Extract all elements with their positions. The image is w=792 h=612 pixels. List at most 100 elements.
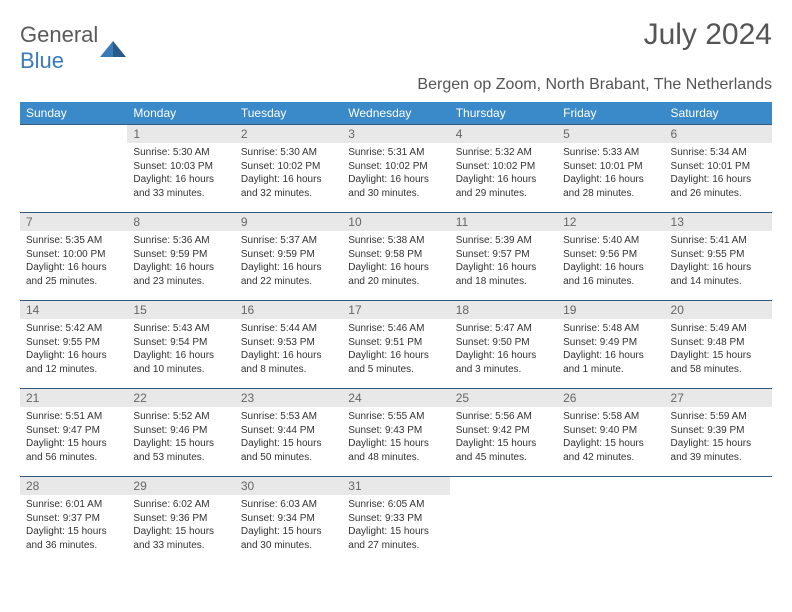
day-number: 22 [127, 389, 234, 407]
weekday-header: Thursday [450, 102, 557, 125]
day-details: Sunrise: 5:58 AMSunset: 9:40 PMDaylight:… [557, 407, 664, 468]
day-number: 3 [342, 125, 449, 143]
calendar-cell: 18Sunrise: 5:47 AMSunset: 9:50 PMDayligh… [450, 301, 557, 389]
day-number: 8 [127, 213, 234, 231]
calendar-cell: .. [450, 477, 557, 565]
day-number: 24 [342, 389, 449, 407]
calendar-cell: 20Sunrise: 5:49 AMSunset: 9:48 PMDayligh… [665, 301, 772, 389]
calendar-cell: 24Sunrise: 5:55 AMSunset: 9:43 PMDayligh… [342, 389, 449, 477]
day-details: Sunrise: 5:38 AMSunset: 9:58 PMDaylight:… [342, 231, 449, 292]
page-title: July 2024 [644, 18, 772, 52]
calendar-cell: 7Sunrise: 5:35 AMSunset: 10:00 PMDayligh… [20, 213, 127, 301]
day-number: 18 [450, 301, 557, 319]
day-details: Sunrise: 5:32 AMSunset: 10:02 PMDaylight… [450, 143, 557, 204]
day-number: 7 [20, 213, 127, 231]
day-details: Sunrise: 5:30 AMSunset: 10:02 PMDaylight… [235, 143, 342, 204]
day-number: 16 [235, 301, 342, 319]
day-details: Sunrise: 5:44 AMSunset: 9:53 PMDaylight:… [235, 319, 342, 380]
day-number: 19 [557, 301, 664, 319]
weekday-header: Tuesday [235, 102, 342, 125]
day-details: Sunrise: 5:46 AMSunset: 9:51 PMDaylight:… [342, 319, 449, 380]
day-number: 6 [665, 125, 772, 143]
weekday-header: Wednesday [342, 102, 449, 125]
day-details: Sunrise: 5:55 AMSunset: 9:43 PMDaylight:… [342, 407, 449, 468]
calendar-cell: .. [557, 477, 664, 565]
day-details: Sunrise: 5:49 AMSunset: 9:48 PMDaylight:… [665, 319, 772, 380]
calendar-cell: 31Sunrise: 6:05 AMSunset: 9:33 PMDayligh… [342, 477, 449, 565]
day-number: 9 [235, 213, 342, 231]
location-text: Bergen op Zoom, North Brabant, The Nethe… [20, 76, 772, 94]
day-details: Sunrise: 5:37 AMSunset: 9:59 PMDaylight:… [235, 231, 342, 292]
calendar-cell: 14Sunrise: 5:42 AMSunset: 9:55 PMDayligh… [20, 301, 127, 389]
day-details: Sunrise: 5:33 AMSunset: 10:01 PMDaylight… [557, 143, 664, 204]
day-details: Sunrise: 5:52 AMSunset: 9:46 PMDaylight:… [127, 407, 234, 468]
day-number: 14 [20, 301, 127, 319]
day-number: 10 [342, 213, 449, 231]
calendar-cell: 3Sunrise: 5:31 AMSunset: 10:02 PMDayligh… [342, 125, 449, 213]
day-details: Sunrise: 5:34 AMSunset: 10:01 PMDaylight… [665, 143, 772, 204]
calendar-cell: .. [665, 477, 772, 565]
weekday-header: Friday [557, 102, 664, 125]
calendar-cell: 5Sunrise: 5:33 AMSunset: 10:01 PMDayligh… [557, 125, 664, 213]
day-details: Sunrise: 5:30 AMSunset: 10:03 PMDaylight… [127, 143, 234, 204]
calendar-cell: 6Sunrise: 5:34 AMSunset: 10:01 PMDayligh… [665, 125, 772, 213]
calendar-cell: 30Sunrise: 6:03 AMSunset: 9:34 PMDayligh… [235, 477, 342, 565]
day-number: 13 [665, 213, 772, 231]
day-number: 30 [235, 477, 342, 495]
weekday-header: Saturday [665, 102, 772, 125]
calendar-cell: 17Sunrise: 5:46 AMSunset: 9:51 PMDayligh… [342, 301, 449, 389]
day-number: 5 [557, 125, 664, 143]
day-details: Sunrise: 5:35 AMSunset: 10:00 PMDaylight… [20, 231, 127, 292]
day-number: 12 [557, 213, 664, 231]
logo: General Blue [20, 18, 126, 74]
calendar-cell: 19Sunrise: 5:48 AMSunset: 9:49 PMDayligh… [557, 301, 664, 389]
day-details: Sunrise: 5:41 AMSunset: 9:55 PMDaylight:… [665, 231, 772, 292]
day-details: Sunrise: 6:05 AMSunset: 9:33 PMDaylight:… [342, 495, 449, 556]
day-number: 15 [127, 301, 234, 319]
calendar-cell: 9Sunrise: 5:37 AMSunset: 9:59 PMDaylight… [235, 213, 342, 301]
calendar-cell: 8Sunrise: 5:36 AMSunset: 9:59 PMDaylight… [127, 213, 234, 301]
day-details: Sunrise: 5:56 AMSunset: 9:42 PMDaylight:… [450, 407, 557, 468]
day-details: Sunrise: 5:59 AMSunset: 9:39 PMDaylight:… [665, 407, 772, 468]
weekday-header: Monday [127, 102, 234, 125]
calendar-cell: 26Sunrise: 5:58 AMSunset: 9:40 PMDayligh… [557, 389, 664, 477]
day-details: Sunrise: 5:53 AMSunset: 9:44 PMDaylight:… [235, 407, 342, 468]
calendar-cell: 27Sunrise: 5:59 AMSunset: 9:39 PMDayligh… [665, 389, 772, 477]
calendar-cell: 4Sunrise: 5:32 AMSunset: 10:02 PMDayligh… [450, 125, 557, 213]
day-number: 28 [20, 477, 127, 495]
day-details: Sunrise: 6:02 AMSunset: 9:36 PMDaylight:… [127, 495, 234, 556]
day-details: Sunrise: 5:42 AMSunset: 9:55 PMDaylight:… [20, 319, 127, 380]
calendar-cell: 1Sunrise: 5:30 AMSunset: 10:03 PMDayligh… [127, 125, 234, 213]
day-details: Sunrise: 5:48 AMSunset: 9:49 PMDaylight:… [557, 319, 664, 380]
day-number: 2 [235, 125, 342, 143]
calendar-cell: 13Sunrise: 5:41 AMSunset: 9:55 PMDayligh… [665, 213, 772, 301]
calendar-cell: 22Sunrise: 5:52 AMSunset: 9:46 PMDayligh… [127, 389, 234, 477]
day-number: 23 [235, 389, 342, 407]
day-number: 31 [342, 477, 449, 495]
calendar-cell: 2Sunrise: 5:30 AMSunset: 10:02 PMDayligh… [235, 125, 342, 213]
logo-text: General Blue [20, 22, 98, 74]
day-number: 25 [450, 389, 557, 407]
calendar-cell: 23Sunrise: 5:53 AMSunset: 9:44 PMDayligh… [235, 389, 342, 477]
logo-part1: General [20, 22, 98, 47]
day-details: Sunrise: 6:03 AMSunset: 9:34 PMDaylight:… [235, 495, 342, 556]
day-number: 1 [127, 125, 234, 143]
calendar-cell: 10Sunrise: 5:38 AMSunset: 9:58 PMDayligh… [342, 213, 449, 301]
day-number: 20 [665, 301, 772, 319]
calendar-cell: 29Sunrise: 6:02 AMSunset: 9:36 PMDayligh… [127, 477, 234, 565]
calendar-cell: 12Sunrise: 5:40 AMSunset: 9:56 PMDayligh… [557, 213, 664, 301]
weekday-header: Sunday [20, 102, 127, 125]
day-details: Sunrise: 5:36 AMSunset: 9:59 PMDaylight:… [127, 231, 234, 292]
calendar-cell: 25Sunrise: 5:56 AMSunset: 9:42 PMDayligh… [450, 389, 557, 477]
day-number: 29 [127, 477, 234, 495]
day-details: Sunrise: 5:47 AMSunset: 9:50 PMDaylight:… [450, 319, 557, 380]
day-number: 26 [557, 389, 664, 407]
day-details: Sunrise: 6:01 AMSunset: 9:37 PMDaylight:… [20, 495, 127, 556]
calendar-cell: 21Sunrise: 5:51 AMSunset: 9:47 PMDayligh… [20, 389, 127, 477]
day-number: 4 [450, 125, 557, 143]
day-number: 11 [450, 213, 557, 231]
day-details: Sunrise: 5:39 AMSunset: 9:57 PMDaylight:… [450, 231, 557, 292]
calendar-cell: 16Sunrise: 5:44 AMSunset: 9:53 PMDayligh… [235, 301, 342, 389]
calendar-cell: 15Sunrise: 5:43 AMSunset: 9:54 PMDayligh… [127, 301, 234, 389]
calendar-cell: .. [20, 125, 127, 213]
